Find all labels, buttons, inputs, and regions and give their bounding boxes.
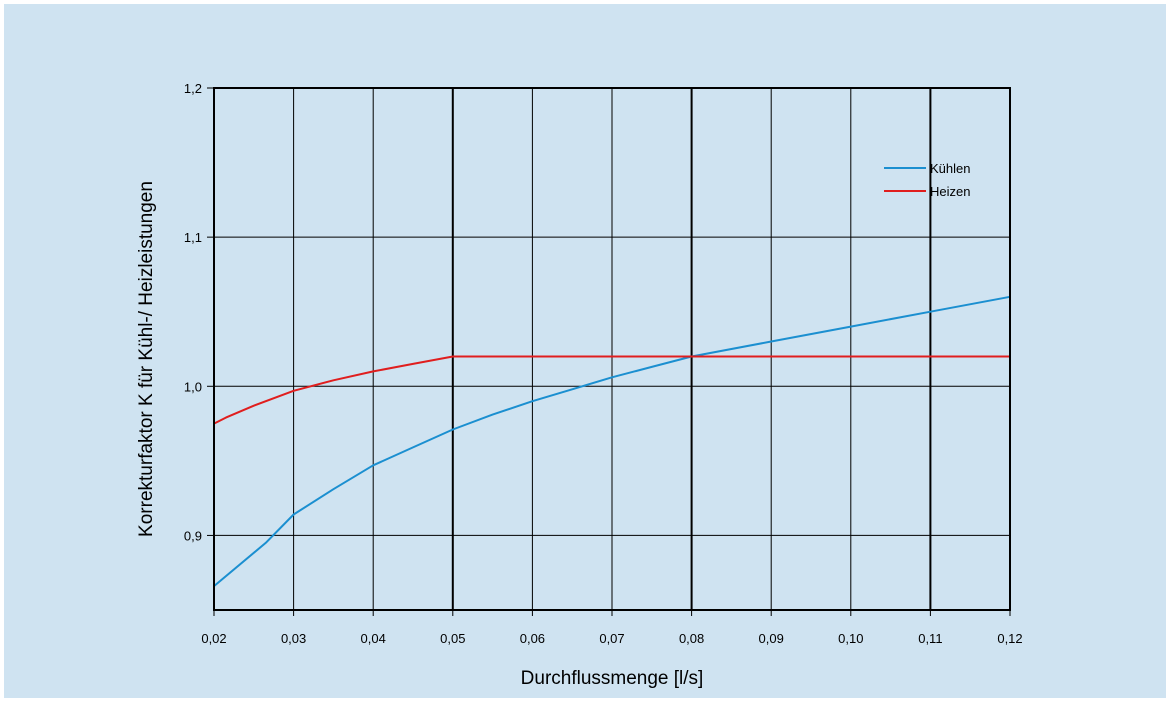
- legend-label-kuehlen: Kühlen: [930, 161, 970, 176]
- x-axis-title: Durchflussmenge [l/s]: [521, 668, 704, 689]
- series-layer: [213, 295, 1011, 587]
- plot-frame: [213, 87, 1011, 611]
- x-tick-label: 0,04: [361, 631, 386, 646]
- y-tick-label: 1,1: [184, 230, 202, 245]
- x-tick-label: 0,12: [997, 631, 1022, 646]
- chart-panel: [4, 4, 1166, 698]
- tick-labels: 0,02 0,03 0,04 0,05 0,06 0,07 0,08 0,09 0,10 0,11…: [184, 81, 1023, 646]
- x-tick-label: 0,09: [759, 631, 784, 646]
- series-line-kuehlen: [213, 295, 1011, 587]
- y-axis-title: Korrekturfaktor K für Kühl-/ Heizleistun…: [136, 181, 157, 537]
- x-tick-label: 0,08: [679, 631, 704, 646]
- x-tick-label: 0,11: [918, 631, 942, 646]
- y-tick-label: 1,0: [184, 379, 202, 394]
- series-line-heizen: [213, 355, 1010, 425]
- x-tick-label: 0,02: [201, 631, 226, 646]
- x-tick-label: 0,06: [520, 631, 545, 646]
- legend-label-heizen: Heizen: [930, 184, 970, 199]
- grid: [207, 87, 1011, 616]
- y-tick-label: 0,9: [184, 528, 202, 543]
- x-tick-label: 0,07: [599, 631, 624, 646]
- x-tick-label: 0,05: [440, 631, 465, 646]
- x-tick-label: 0,10: [838, 631, 863, 646]
- y-tick-label: 1,2: [184, 81, 202, 96]
- x-tick-label: 0,03: [281, 631, 306, 646]
- legend: Kühlen Heizen: [884, 161, 970, 199]
